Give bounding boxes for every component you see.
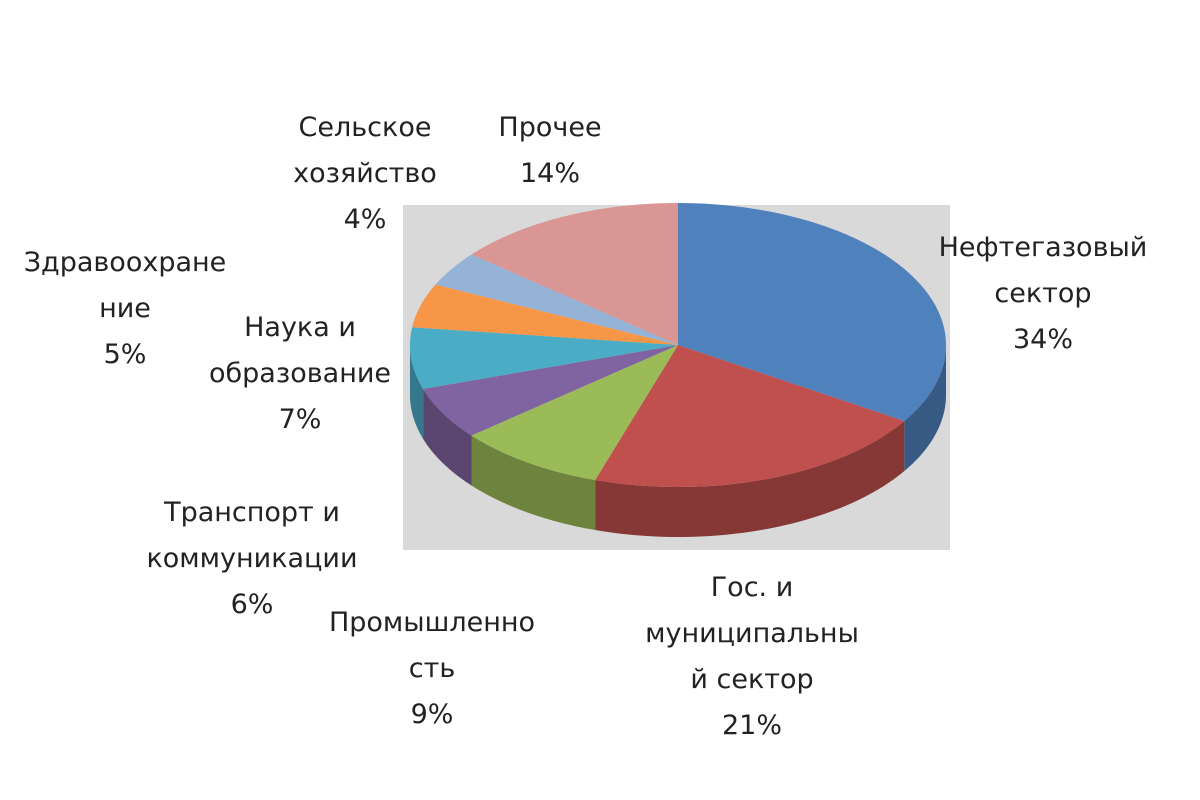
category-label: Промышленно сть <box>328 607 536 684</box>
value-label: 9% <box>410 699 454 730</box>
pie-slice-side <box>423 388 472 486</box>
value-label: 14% <box>519 158 581 189</box>
pie-slice <box>412 284 678 345</box>
category-label: Здравоохране ние <box>23 247 227 324</box>
value-label: 4% <box>343 204 387 235</box>
category-label: Сельское хозяйство <box>293 112 437 189</box>
slice-side <box>410 345 424 439</box>
value-label: 6% <box>230 589 274 620</box>
pie-slice-side <box>595 421 905 537</box>
value-label: 34% <box>1012 324 1074 355</box>
slice-label: Здравоохране ние 5% <box>24 240 227 378</box>
slice-label: Прочее 14% <box>498 105 601 197</box>
value-label: 7% <box>278 404 322 435</box>
pie-slice-side <box>471 435 596 531</box>
slice-label: Наука и образование 7% <box>209 305 391 443</box>
pie-slice <box>410 327 678 389</box>
pie-slice-side <box>904 345 946 472</box>
slice-side <box>904 345 946 472</box>
pie-slice-side <box>410 345 424 439</box>
category-label: Гос. и муниципальны й сектор <box>645 572 859 695</box>
slice-side <box>595 421 905 537</box>
category-label: Транспорт и коммуникации <box>146 497 358 574</box>
slice-label: Транспорт и коммуникации 6% <box>146 490 357 628</box>
pie-tops <box>410 203 946 487</box>
pie-slice <box>595 345 905 487</box>
category-label: Прочее <box>498 112 602 143</box>
slice-label: Сельское хозяйство 4% <box>293 105 437 243</box>
pie-slice <box>423 345 678 436</box>
category-label: Наука и образование <box>209 312 391 389</box>
pie-sides <box>410 345 946 537</box>
value-label: 21% <box>721 710 782 741</box>
slice-label: Нефтегазовый сектор 34% <box>939 225 1148 363</box>
slice-label: Промышленно сть 9% <box>329 600 535 738</box>
pie-slice <box>471 203 678 345</box>
slice-label: Гос. и муниципальны й сектор 21% <box>645 565 859 749</box>
slice-side <box>423 388 472 486</box>
value-label: 5% <box>103 339 147 370</box>
pie-slice <box>471 345 678 481</box>
pie-slice <box>435 254 678 345</box>
pie-slice <box>678 203 946 422</box>
slice-side <box>471 435 596 531</box>
category-label: Нефтегазовый сектор <box>938 232 1148 309</box>
